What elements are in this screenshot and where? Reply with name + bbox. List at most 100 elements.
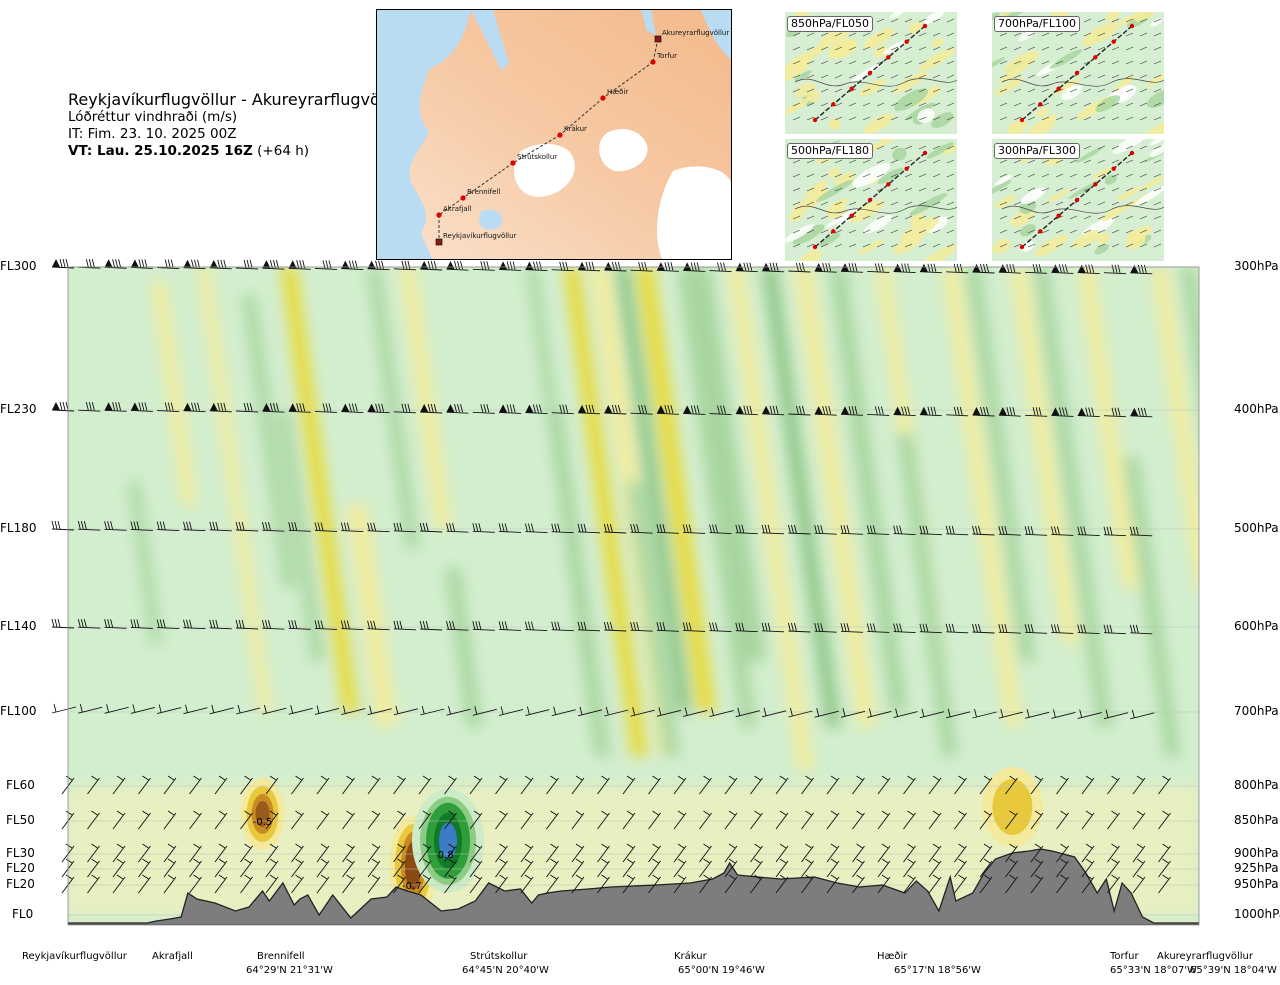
thumb-850hpa[interactable]: 850hPa/FL050 [785, 12, 957, 134]
thumb-barb [1125, 88, 1134, 93]
wind-barb [597, 858, 610, 878]
thumb-field-patch [1007, 119, 1027, 134]
thumb-barb [1083, 116, 1092, 121]
thumb-barb [1125, 159, 1134, 164]
wind-barb [814, 406, 837, 416]
wind-barb [291, 775, 304, 795]
thumb-barb [1083, 173, 1092, 178]
wind-barb [262, 403, 285, 413]
wind-barb [622, 874, 636, 894]
thumb-field-patch [889, 12, 907, 19]
thumb-field-patch [918, 245, 957, 261]
wind-barb [156, 521, 180, 532]
thumb-300hpa[interactable]: 300hPa/FL300 [992, 139, 1164, 261]
wind-barb [577, 261, 601, 272]
thumb-barb [946, 243, 955, 248]
thumb-barb [834, 74, 843, 79]
wind-barb [946, 708, 971, 719]
route-layer: Akureyrarflugvöllur Torfur Hæðir Krákur Strú… [435, 29, 729, 246]
thumb-barb [918, 102, 927, 107]
vertical-velocity-streak [692, 267, 766, 661]
vertical-velocity-streak [1010, 267, 1079, 644]
thumb-700hpa[interactable]: 700hPa/FL100 [992, 12, 1164, 134]
contour-label: -0.7 [402, 881, 422, 892]
thumb-barb [918, 159, 927, 164]
flight-level-label: FL50 [6, 813, 35, 827]
wind-barb [551, 404, 574, 415]
vertical-velocity-streak [1151, 267, 1199, 588]
thumb-barb [1111, 243, 1120, 248]
thumb-barb [904, 229, 913, 234]
wind-barb [648, 843, 661, 863]
thumb-barb [1069, 102, 1078, 107]
wind-barb [235, 619, 259, 630]
wind-barb [1107, 810, 1120, 830]
wind-barb [814, 525, 837, 535]
thumb-barb [848, 102, 857, 107]
thumb-barb [1027, 46, 1036, 51]
thumb-field-patch [792, 224, 825, 245]
vertical-velocity-streak [346, 505, 398, 727]
flight-level-label: FL230 [0, 402, 37, 416]
wind-barb [163, 775, 177, 795]
wind-barb [903, 810, 916, 830]
thumb-barb [932, 215, 941, 220]
wind-barb [551, 261, 574, 272]
thumb-barb [806, 215, 815, 220]
issue-time: IT: Fim. 23. 10. 2025 00Z [68, 126, 237, 142]
wind-barb [826, 843, 840, 863]
wind-barb [571, 810, 585, 830]
wind-barb [235, 521, 259, 532]
thumb-barb [1125, 32, 1134, 37]
thumb-barb [862, 173, 871, 178]
thumb-barb [904, 215, 913, 220]
vertical-velocity-streak [965, 267, 1035, 661]
thumb-field-patch [892, 147, 907, 161]
thumb-field-patch [814, 44, 827, 54]
thumb-field-patch [1052, 77, 1081, 95]
thumb-barb [1041, 159, 1050, 164]
thumb-barb [918, 229, 927, 234]
wind-barb [1024, 526, 1048, 536]
thumb-barb [1139, 116, 1148, 121]
thumb-waypoint [1038, 102, 1043, 107]
thumb-field-patch [1076, 146, 1103, 163]
wind-barb [603, 621, 627, 632]
vertical-velocity-streak [367, 267, 419, 549]
thumb-barb [806, 201, 815, 206]
wind-barb [622, 858, 636, 878]
thumb-barb [1097, 215, 1106, 220]
thumb-barb [1055, 159, 1064, 164]
thumb-barb [876, 243, 885, 248]
thumb-field-patch [923, 12, 944, 24]
thumb-field-patch [1112, 139, 1147, 154]
thumb-waypoint [812, 244, 818, 250]
thumb-barb [904, 102, 913, 107]
thumb-barb [834, 187, 843, 192]
wind-barb [1081, 858, 1095, 878]
thumb-barb [1083, 159, 1092, 164]
thumb-field-patch [1049, 49, 1083, 69]
wind-barb [682, 524, 706, 534]
thumb-barb [820, 201, 829, 206]
thumb-barb [848, 229, 857, 234]
thumb-barb [1055, 32, 1064, 37]
wind-barb [1077, 526, 1100, 537]
wind-barb [546, 858, 559, 878]
wind-barb [163, 858, 177, 878]
thumb-barb [792, 159, 801, 164]
thumb-barb [1055, 102, 1064, 107]
wind-barb [893, 263, 916, 274]
thumb-barb [1111, 18, 1120, 23]
thumb-barb [1027, 74, 1036, 79]
wind-barb [1056, 810, 1069, 830]
thumb-barb [1013, 46, 1022, 51]
thumb-barb [1097, 74, 1106, 79]
thumb-barb [918, 173, 927, 178]
thumb-500hpa[interactable]: 500hPa/FL180 [785, 139, 957, 261]
wind-barb [735, 405, 758, 416]
vertical-velocity-streak [563, 267, 648, 757]
wind-barb [291, 858, 304, 878]
thumb-barb [848, 32, 857, 37]
vatnajokull-glacier [657, 166, 731, 259]
